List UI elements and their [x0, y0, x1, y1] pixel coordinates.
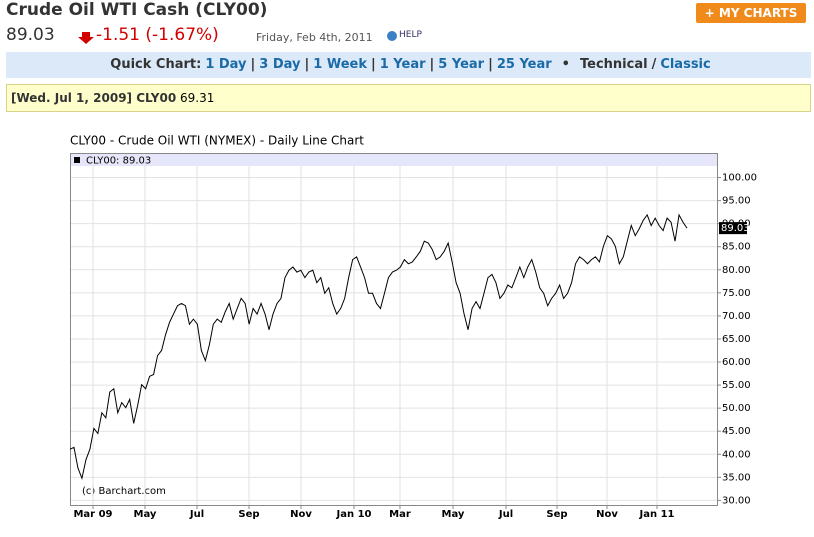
watermark: (c) Barchart.com — [82, 486, 166, 497]
y-tick-label: 70.00 — [722, 311, 751, 322]
y-tick-label: 95.00 — [722, 196, 751, 207]
x-tick-label: Jan 11 — [639, 509, 675, 520]
info-date: [Wed. Jul 1, 2009] CLY00 — [11, 91, 177, 105]
my-charts-button[interactable]: + MY CHARTS — [696, 3, 806, 23]
price-line — [69, 213, 688, 480]
x-tick-label: Nov — [596, 509, 618, 520]
y-tick-label: 50.00 — [722, 403, 751, 414]
x-tick-label: Sep — [546, 509, 567, 520]
y-tick-label: 45.00 — [722, 426, 751, 437]
page-title: Crude Oil WTI Cash (CLY00) — [6, 0, 268, 20]
help-link[interactable]: HELP — [399, 30, 422, 40]
range-link[interactable]: 1 Week — [313, 57, 367, 72]
y-tick-label: 80.00 — [722, 265, 751, 276]
help-icon[interactable] — [387, 31, 397, 41]
y-tick-label: 35.00 — [722, 472, 751, 483]
quote-date: Friday, Feb 4th, 2011 — [256, 31, 373, 44]
x-tick-label: Jul — [189, 509, 204, 520]
classic-link[interactable]: Classic — [660, 57, 711, 72]
range-link[interactable]: 1 Year — [379, 57, 426, 72]
plot-frame — [70, 153, 718, 506]
legend-entry: CLY00: 89.03 — [86, 156, 151, 167]
info-price: 69.31 — [180, 91, 215, 105]
x-tick-label: Jul — [498, 509, 513, 520]
last-value-box — [719, 222, 747, 235]
y-tick-label: 85.00 — [722, 242, 751, 253]
separator: | — [250, 57, 256, 72]
chart-title: CLY00 - Crude Oil WTI (NYMEX) - Daily Li… — [70, 134, 364, 148]
last-price: 89.03 — [6, 25, 55, 45]
last-value-label: 89.03 — [721, 223, 750, 234]
range-link[interactable]: 5 Year — [438, 57, 485, 72]
separator: | — [304, 57, 310, 72]
x-tick-label: Mar — [389, 509, 411, 520]
x-tick-label: Jan 10 — [336, 509, 372, 520]
down-arrow — [78, 32, 94, 44]
range-link[interactable]: 25 Year — [496, 57, 552, 72]
x-tick-label: May — [134, 509, 157, 520]
info-bar: [Wed. Jul 1, 2009] CLY00 69.31 — [6, 84, 811, 112]
legend-band — [71, 154, 717, 166]
y-tick-label: 60.00 — [722, 357, 751, 368]
x-tick-label: Mar 09 — [73, 509, 112, 520]
slash: / — [651, 57, 657, 72]
price-change: -1.51 (-1.67%) — [96, 25, 219, 45]
technical-label: Technical — [579, 57, 648, 72]
quick-chart-label: Quick Chart: — [110, 57, 202, 72]
separator: | — [370, 57, 376, 72]
separator: | — [488, 57, 493, 72]
legend-swatch — [74, 157, 80, 163]
quick-chart-bar: Quick Chart: 1 Day | 3 Day | 1 Week | 1 Year | 5 … — [6, 52, 811, 78]
x-tick-label: Sep — [238, 509, 259, 520]
y-tick-label: 55.00 — [722, 380, 751, 391]
x-tick-label: Nov — [290, 509, 312, 520]
range-link[interactable]: 3 Day — [259, 57, 301, 72]
y-tick-label: 75.00 — [722, 288, 751, 299]
y-tick-label: 100.00 — [722, 173, 757, 184]
y-tick-label: 65.00 — [722, 334, 751, 345]
range-link[interactable]: 1 Day — [205, 57, 247, 72]
y-tick-label: 40.00 — [722, 449, 751, 460]
x-tick-label: May — [442, 509, 465, 520]
y-tick-label: 30.00 — [722, 495, 751, 506]
bullet: • — [561, 57, 570, 72]
separator: | — [429, 57, 435, 72]
